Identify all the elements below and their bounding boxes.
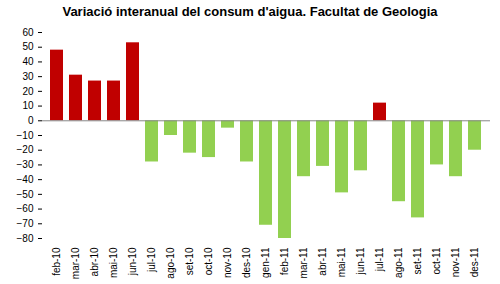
html-text:Variació interanual del consum: Variació interanual del consum d'aigua. … (62, 4, 438, 19)
svg-text:oct-11: oct-11 (431, 247, 442, 274)
svg-text:mai-10: mai-10 (108, 247, 119, 278)
svg-text:ago-10: ago-10 (165, 247, 176, 279)
svg-text:20: 20 (22, 86, 34, 97)
svg-text:30: 30 (22, 71, 34, 82)
svg-text:−80: −80 (17, 233, 34, 244)
svg-text:−70: −70 (17, 218, 34, 229)
svg-text:40: 40 (22, 56, 34, 67)
svg-text:50: 50 (22, 41, 34, 52)
svg-text:set-10: set-10 (184, 247, 195, 275)
svg-text:oct-10: oct-10 (203, 247, 214, 275)
svg-text:abr-11: abr-11 (317, 247, 328, 276)
svg-text:nov-11: nov-11 (450, 247, 461, 277)
svg-text:des-11: des-11 (469, 247, 480, 277)
svg-text:set-11: set-11 (412, 247, 423, 274)
svg-text:jun-11: jun-11 (355, 247, 366, 275)
svg-text:jul-10: jul-10 (146, 247, 157, 273)
svg-text:−40: −40 (17, 174, 34, 185)
svg-text:mar-10: mar-10 (70, 247, 81, 279)
svg-text:10: 10 (22, 100, 34, 111)
svg-text:−10: −10 (17, 130, 34, 141)
svg-text:des-10: des-10 (241, 247, 252, 278)
svg-text:60: 60 (22, 27, 34, 38)
svg-text:−50: −50 (17, 189, 34, 200)
svg-text:−60: −60 (17, 203, 34, 214)
svg-text:gen-11: gen-11 (260, 247, 271, 278)
svg-text:feb-11: feb-11 (279, 247, 290, 275)
svg-text:jul-11: jul-11 (374, 247, 385, 272)
svg-text:mar-11: mar-11 (298, 247, 309, 278)
svg-text:−20: −20 (17, 144, 34, 155)
svg-text:feb-10: feb-10 (51, 247, 62, 276)
svg-text:0: 0 (28, 115, 34, 126)
svg-text:−30: −30 (17, 159, 34, 170)
svg-text:abr-10: abr-10 (89, 247, 100, 276)
svg-text:mai-11: mai-11 (336, 247, 347, 277)
svg-text:ago-11: ago-11 (393, 247, 404, 278)
svg-text:nov-10: nov-10 (222, 247, 233, 278)
svg-text:jun-10: jun-10 (127, 247, 138, 276)
